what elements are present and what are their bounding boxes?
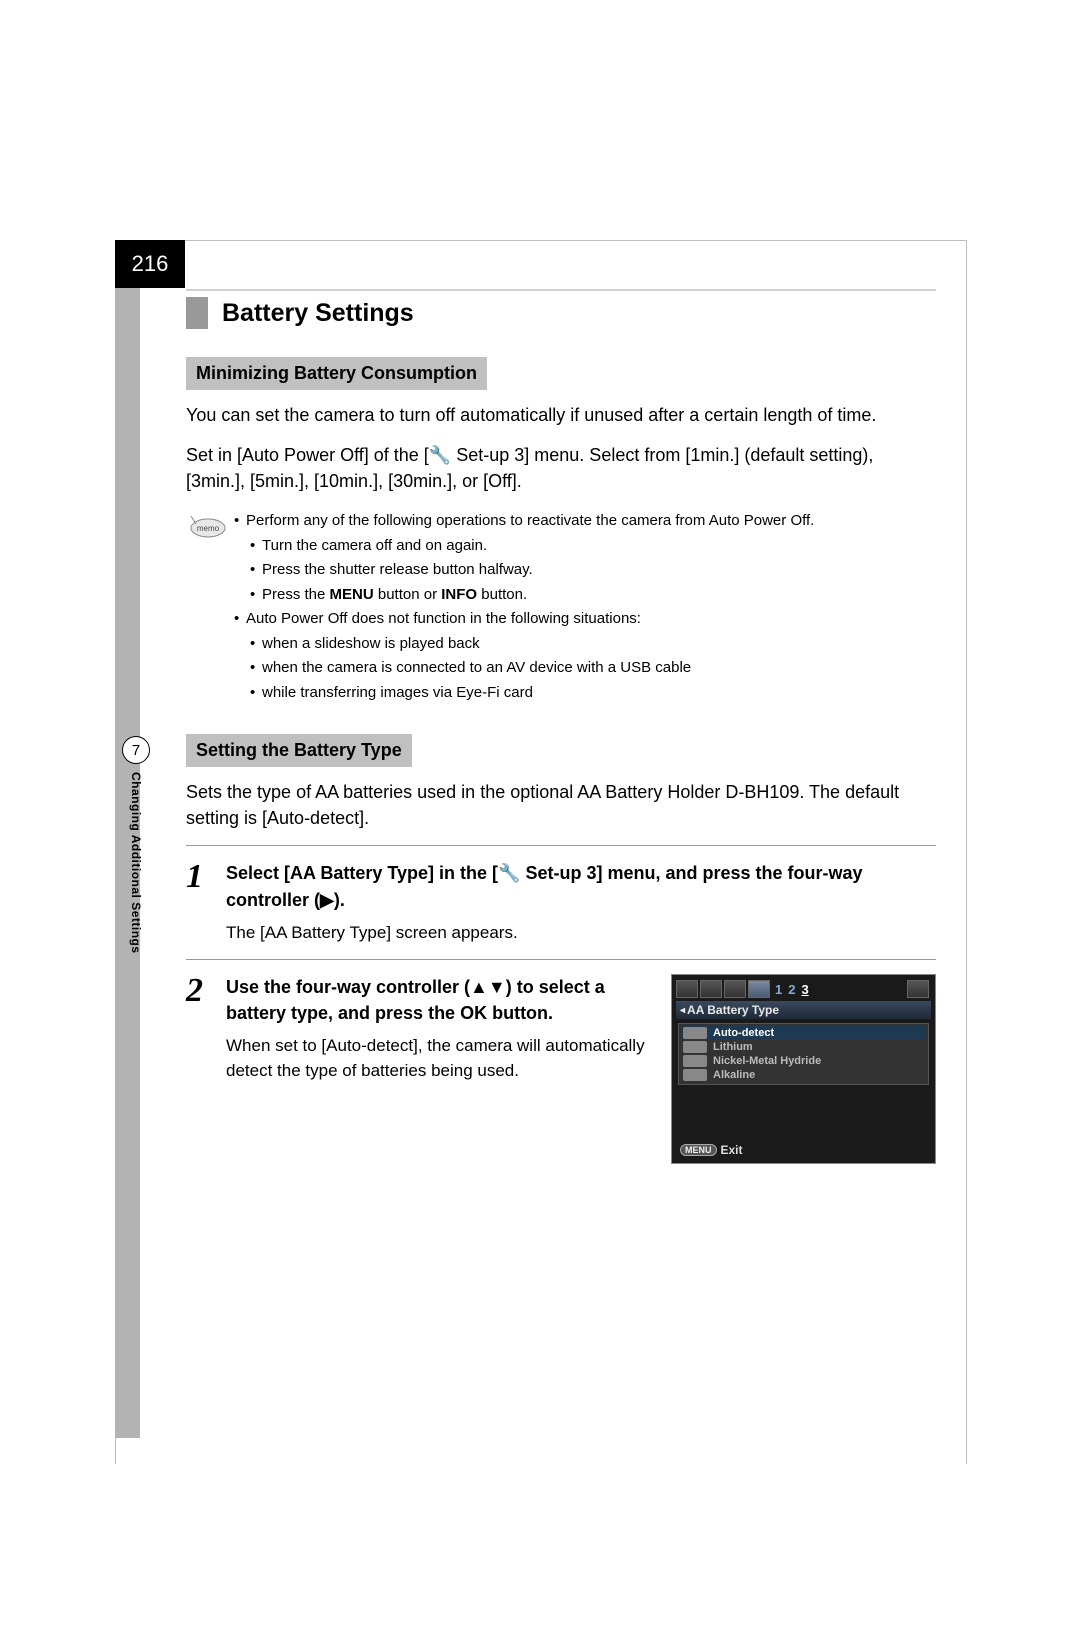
battery-icon [683,1027,707,1039]
lcd-tab-number: 2 [788,982,795,997]
step2-title: Use the four-way controller (▲▼) to sele… [226,974,653,1026]
lcd-tab-icon [676,980,698,998]
memo-list: •Perform any of the following operations… [234,510,814,706]
lcd-option: Nickel-Metal Hydride [681,1054,926,1068]
section-title-block: Battery Settings [186,297,936,329]
battery-icon [683,1055,707,1067]
page-content: Battery Settings Minimizing Battery Cons… [186,241,936,1164]
lcd-exit-hint: MENU Exit [680,1143,743,1157]
svg-text:memo: memo [197,524,220,533]
lcd-tab-bar: 1 2 3 [676,979,931,999]
memo-subitem: Press the shutter release button halfway… [262,559,533,582]
memo-subitem: Press the MENU button or INFO button. [262,584,527,607]
wrench-icon: 🔧 [498,863,520,883]
battery-icon [683,1069,707,1081]
subheading-minimizing: Minimizing Battery Consumption [186,357,487,390]
camera-lcd-screenshot: 1 2 3 ◂ AA Battery Type Auto-detect Lith… [671,974,936,1164]
memo-subitem: Turn the camera off and on again. [262,535,487,558]
lcd-option: Alkaline [681,1068,926,1082]
para-auto-off-options: Set in [Auto Power Off] of the [🔧 Set-up… [186,442,936,494]
section-title: Battery Settings [222,299,414,328]
lcd-tab-number-active: 3 [801,982,808,997]
memo-block: memo •Perform any of the following opera… [186,510,936,706]
page-number: 216 [115,240,185,288]
chapter-side-tab: 7 Changing Additional Settings [115,736,157,996]
step1-desc: The [AA Battery Type] screen appears. [226,921,936,946]
lcd-option: Lithium [681,1040,926,1054]
subheading-battery-type: Setting the Battery Type [186,734,412,767]
step-1: 1 Select [AA Battery Type] in the [🔧 Set… [186,845,936,945]
text-fragment: Set in [Auto Power Off] of the [ [186,445,429,465]
para-auto-off-intro: You can set the camera to turn off autom… [186,402,936,428]
memo-item: Auto Power Off does not function in the … [246,608,641,631]
page-container: 216 7 Changing Additional Settings Batte… [115,240,967,1464]
lcd-tab-icon [907,980,929,998]
lcd-tab-icon [700,980,722,998]
step-number: 1 [186,860,226,945]
para-battery-type-intro: Sets the type of AA batteries used in th… [186,779,936,831]
lcd-tab-icon [748,980,770,998]
chapter-label: Changing Additional Settings [129,772,143,954]
memo-subitem: when a slideshow is played back [262,633,480,656]
chapter-number-circle: 7 [122,736,150,764]
step2-desc: When set to [Auto-detect], the camera wi… [226,1034,653,1083]
lcd-tab-number: 1 [775,982,782,997]
left-triangle-icon: ◂ [680,1005,685,1016]
memo-subitem: when the camera is connected to an AV de… [262,657,691,680]
section-title-accent [186,297,208,329]
step-number: 2 [186,974,226,1164]
step1-title: Select [AA Battery Type] in the [🔧 Set-u… [226,860,936,912]
memo-icon: memo [186,510,228,706]
menu-button-icon: MENU [680,1144,717,1156]
battery-icon [683,1041,707,1053]
lcd-tab-icon [724,980,746,998]
lcd-screen-title: ◂ AA Battery Type [676,1001,931,1019]
wrench-icon: 🔧 [429,445,451,465]
lcd-options-list: Auto-detect Lithium Nickel-Metal Hydride… [678,1023,929,1085]
right-triangle-icon: ▶ [320,890,334,910]
up-triangle-icon: ▲ [470,977,488,997]
memo-item: Perform any of the following operations … [246,510,814,533]
down-triangle-icon: ▼ [488,977,506,997]
lcd-option-selected: Auto-detect [681,1026,926,1040]
memo-subitem: while transferring images via Eye-Fi car… [262,682,533,705]
step-2: 2 Use the four-way controller (▲▼) to se… [186,959,936,1164]
